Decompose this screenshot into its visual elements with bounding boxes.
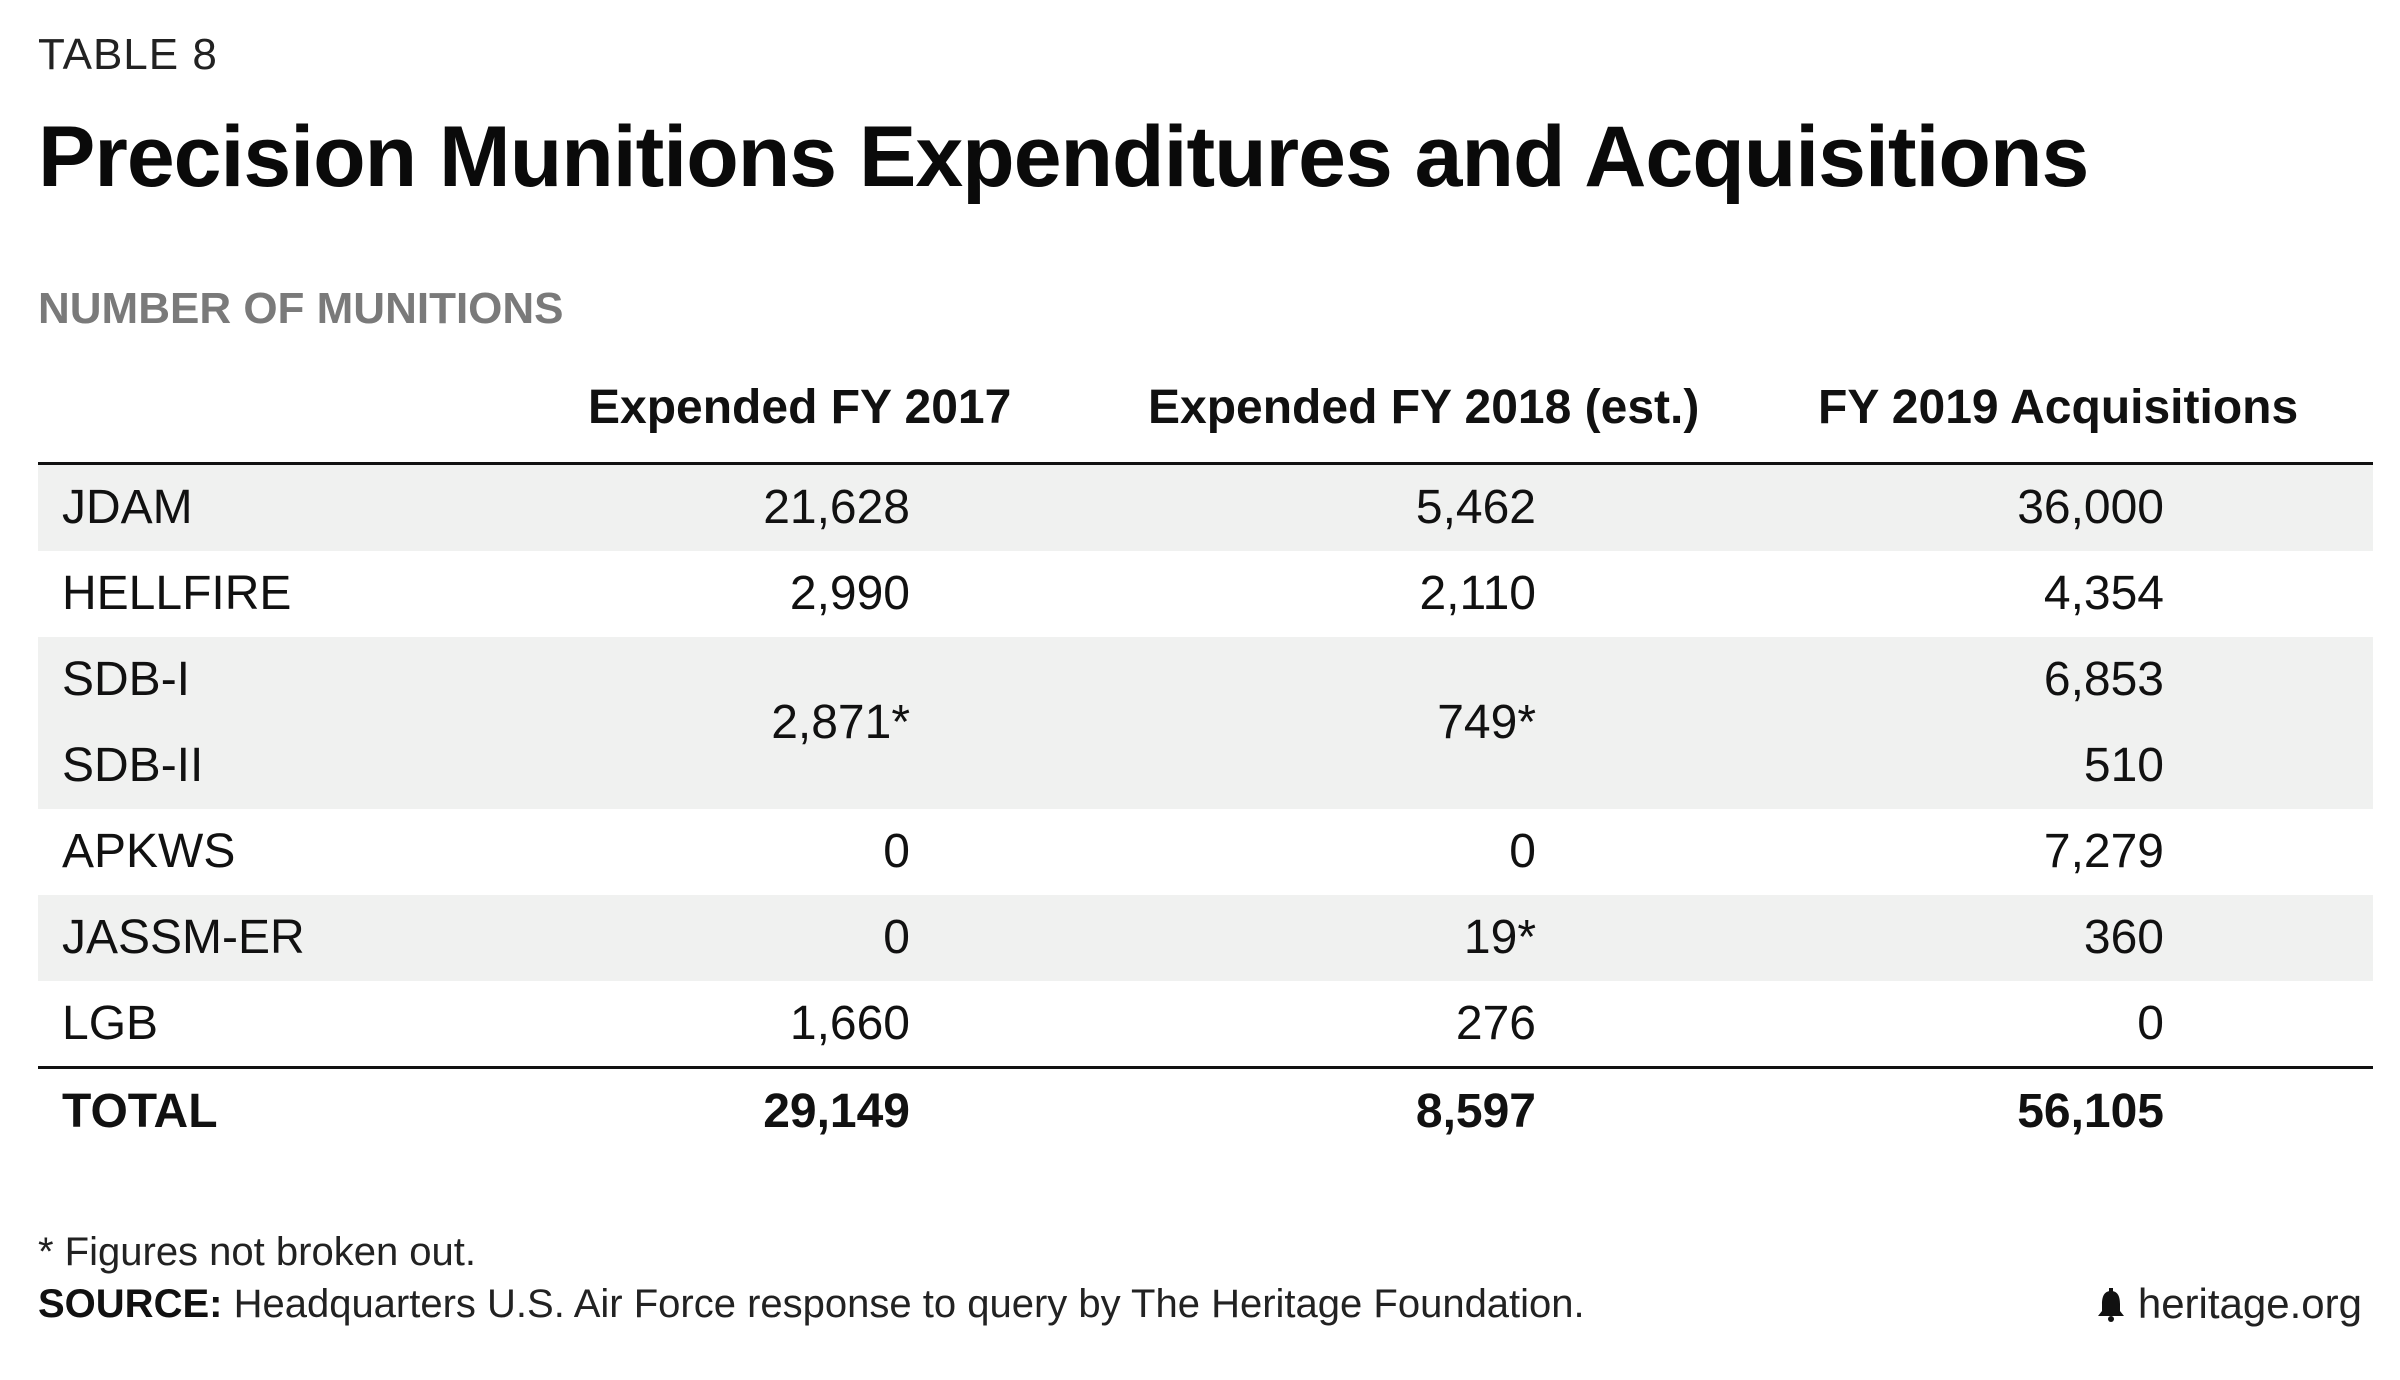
- source-note: SOURCE: Headquarters U.S. Air Force resp…: [38, 1282, 1585, 1327]
- table-row-total: TOTAL 29,149 8,597 56,105: [38, 1069, 2373, 1155]
- cell-fy2019: 7,279: [2043, 825, 2164, 878]
- row-name: SDB-II: [62, 739, 204, 792]
- table-subtitle: NUMBER OF MUNITIONS: [38, 284, 564, 333]
- footnote: * Figures not broken out.: [38, 1230, 477, 1274]
- cell-fy2018: 0: [1509, 825, 1536, 878]
- table-row: HELLFIRE 2,990 2,110 4,354: [38, 551, 2373, 637]
- source-text: Headquarters U.S. Air Force response to …: [222, 1282, 1585, 1326]
- column-header-fy2018: Expended FY 2018 (est.): [1148, 381, 1700, 434]
- row-band: [38, 895, 2373, 981]
- table-row: APKWS 0 0 7,279: [38, 809, 2373, 895]
- cell-fy2019: 0: [2137, 997, 2164, 1050]
- page-title: Precision Munitions Expenditures and Acq…: [38, 109, 2089, 205]
- total-label: TOTAL: [62, 1085, 218, 1138]
- cell-fy2018: 5,462: [1415, 481, 1536, 534]
- column-header-fy2017: Expended FY 2017: [588, 381, 1012, 434]
- cell-fy2019: 4,354: [2043, 567, 2164, 620]
- table-row: SDB-I 6,853: [38, 637, 2373, 723]
- cell-fy2019: 510: [2083, 739, 2164, 792]
- source-label: SOURCE:: [38, 1282, 223, 1326]
- cell-fy2017-merged: 2,871*: [771, 696, 910, 749]
- row-name: LGB: [62, 997, 159, 1050]
- row-name: JDAM: [62, 481, 193, 534]
- table-row: JDAM 21,628 5,462 36,000: [38, 465, 2373, 551]
- cell-fy2019: 360: [2083, 911, 2164, 964]
- cell-fy2017: 2,990: [789, 567, 910, 620]
- row-band: [38, 637, 2373, 809]
- total-rule: [38, 1066, 2373, 1069]
- row-name: JASSM-ER: [62, 911, 305, 964]
- total-fy2017: 29,149: [763, 1085, 910, 1138]
- cell-fy2018: 276: [1455, 997, 1536, 1050]
- cell-fy2018: 19*: [1463, 911, 1536, 964]
- munitions-table: Expended FY 2017 Expended FY 2018 (est.)…: [38, 380, 2373, 1153]
- table-row: SDB-II 510: [38, 723, 2373, 809]
- table-row-merged: 2,871* 749*: [38, 680, 2373, 766]
- logo-text: heritage.org: [2137, 1280, 2362, 1327]
- cell-fy2017: 21,628: [763, 481, 910, 534]
- cell-fy2018-merged: 749*: [1437, 696, 1536, 749]
- row-band: [38, 465, 2373, 551]
- cell-fy2019: 36,000: [2017, 481, 2164, 534]
- table-label: TABLE 8: [38, 30, 218, 79]
- liberty-bell-icon: [2097, 1288, 2124, 1322]
- total-fy2018: 8,597: [1415, 1085, 1536, 1138]
- row-name: APKWS: [62, 825, 236, 878]
- column-header-fy2019: FY 2019 Acquisitions: [1818, 381, 2299, 434]
- table-row: JASSM-ER 0 19* 360: [38, 895, 2373, 981]
- table-row: LGB 1,660 276 0: [38, 981, 2373, 1067]
- row-name: HELLFIRE: [62, 567, 292, 620]
- heritage-logo[interactable]: heritage.org: [2094, 1280, 2362, 1328]
- cell-fy2017: 1,660: [789, 997, 910, 1050]
- cell-fy2017: 0: [883, 825, 910, 878]
- cell-fy2017: 0: [883, 911, 910, 964]
- total-fy2019: 56,105: [2017, 1085, 2164, 1138]
- cell-fy2019: 6,853: [2043, 653, 2164, 706]
- row-name: SDB-I: [62, 653, 191, 706]
- header-rule: [38, 462, 2373, 465]
- cell-fy2018: 2,110: [1419, 567, 1536, 620]
